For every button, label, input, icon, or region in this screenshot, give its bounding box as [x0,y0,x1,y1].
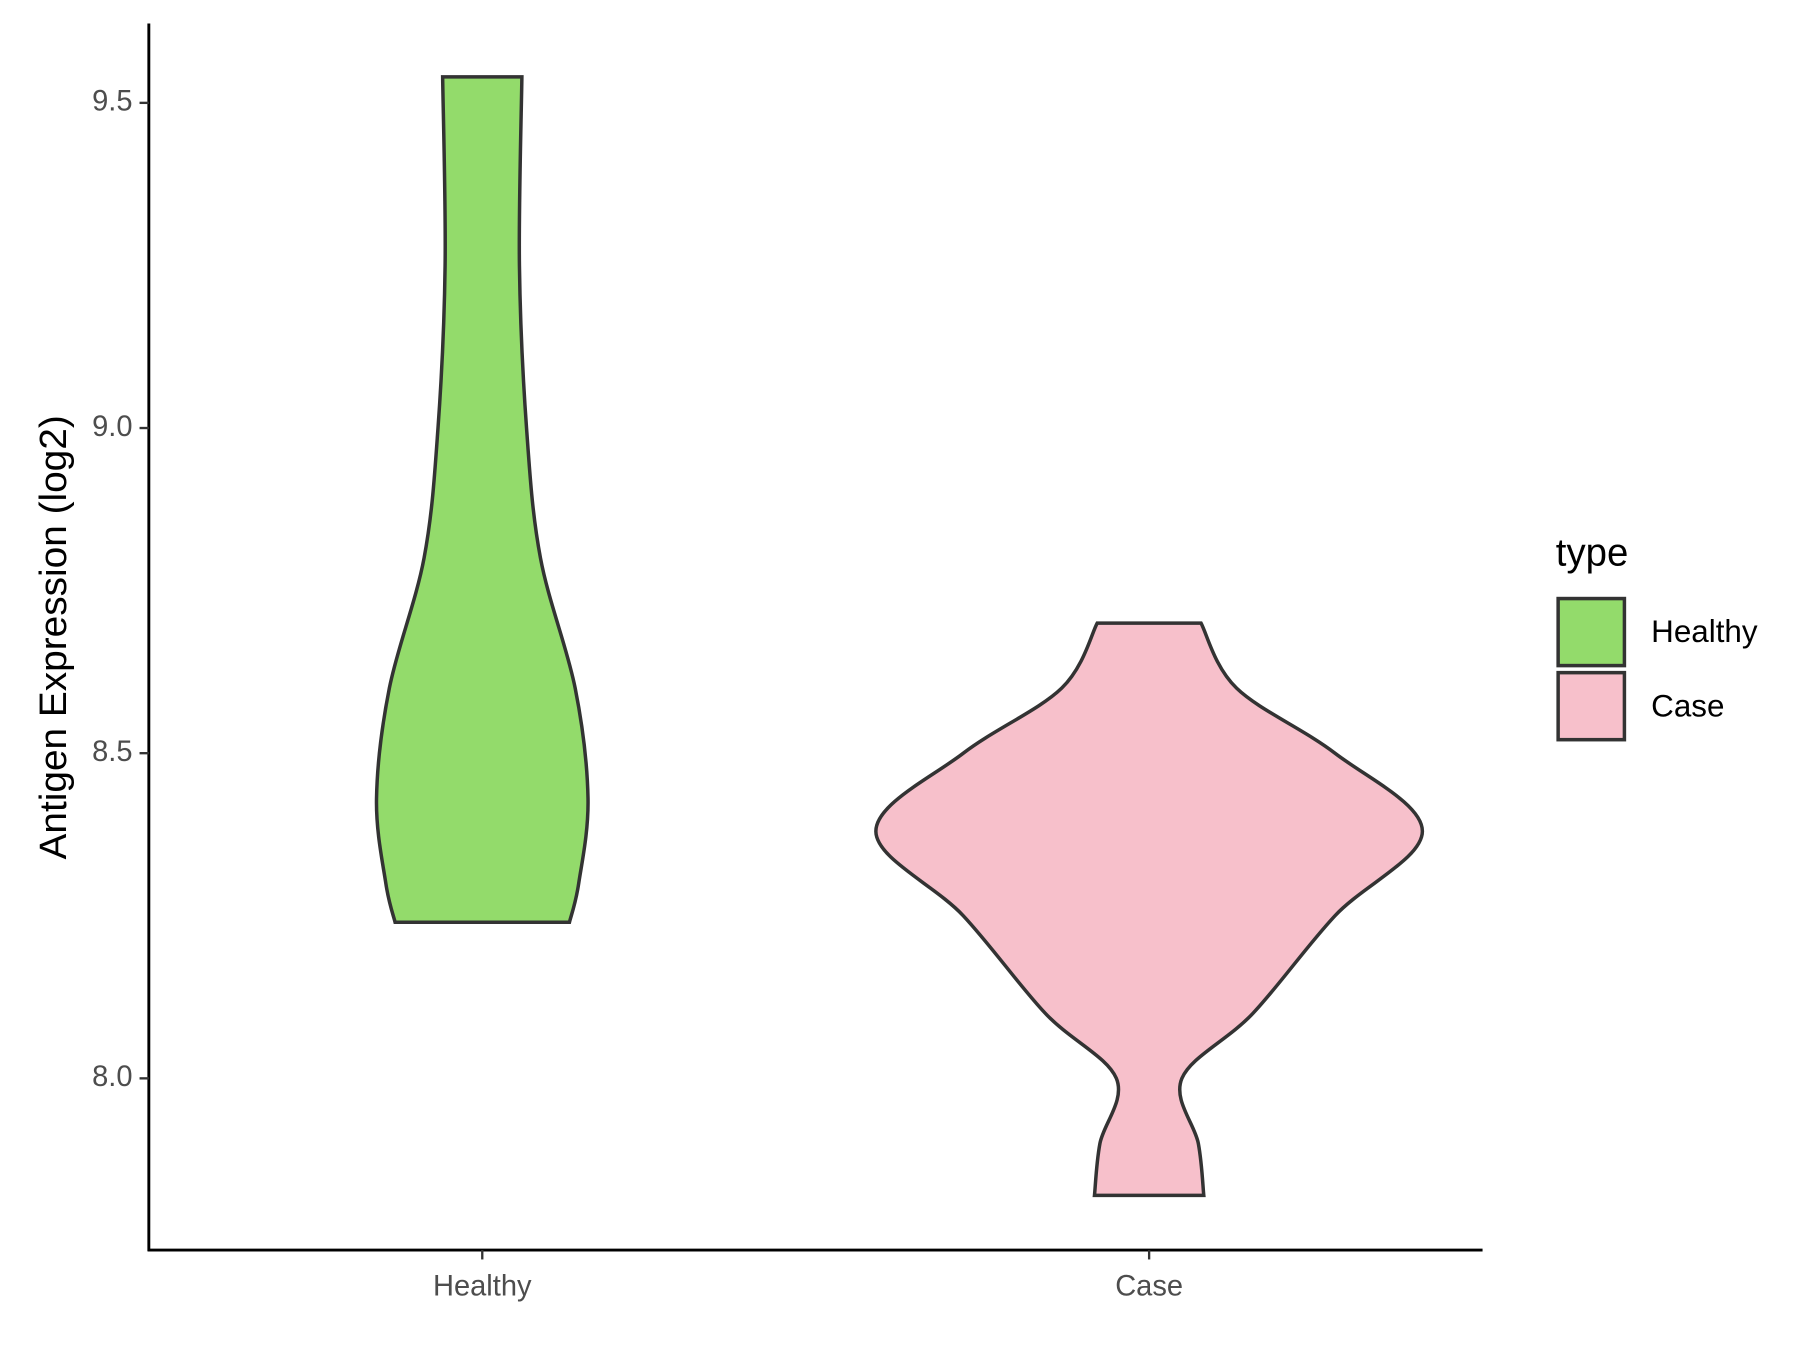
legend-title: type [1556,531,1629,574]
y-tick-label: 8.5 [92,736,132,768]
legend-label: Healthy [1651,613,1758,649]
y-tick-label: 8.0 [92,1061,132,1093]
violin [374,75,590,925]
y-tick-label: 9.0 [92,411,132,443]
legend-swatch [1556,670,1627,742]
legend-swatch [1556,596,1627,668]
x-tick-label: Case [1115,1270,1183,1302]
y-tick-label: 9.5 [92,85,132,117]
x-tick-label: Healthy [433,1270,532,1302]
violin [874,621,1425,1198]
y-axis-label: Antigen Expression (log2) [32,415,75,859]
legend-label: Case [1651,687,1724,723]
